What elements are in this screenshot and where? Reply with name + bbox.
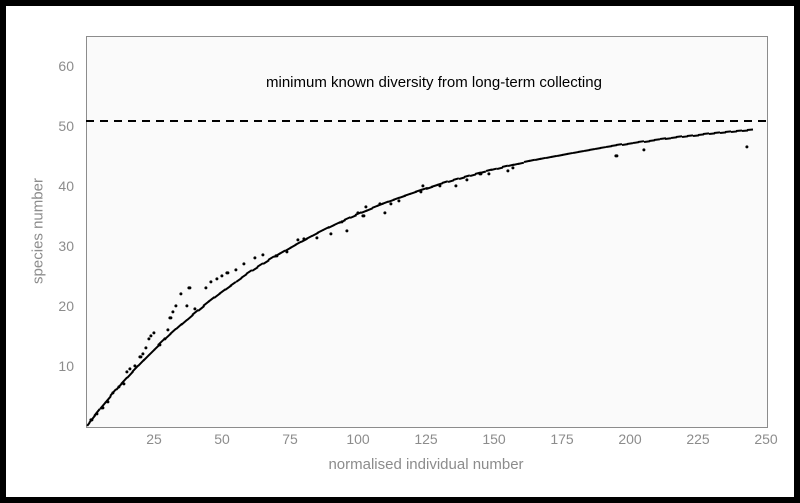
reference-line — [86, 120, 766, 122]
x-tick-label: 175 — [550, 431, 573, 447]
y-tick-label: 30 — [54, 238, 74, 254]
y-tick-label: 40 — [54, 178, 74, 194]
plot-panel — [86, 36, 768, 428]
x-tick-label: 50 — [214, 431, 230, 447]
chart-frame: minimum known diversity from long-term c… — [0, 0, 800, 503]
x-tick-label: 75 — [282, 431, 298, 447]
x-tick-label: 125 — [414, 431, 437, 447]
x-tick-label: 100 — [346, 431, 369, 447]
y-tick-label: 50 — [54, 118, 74, 134]
x-tick-label: 250 — [754, 431, 777, 447]
x-tick-label: 225 — [686, 431, 709, 447]
y-tick-label: 60 — [54, 58, 74, 74]
x-axis-label: normalised individual number — [328, 456, 523, 473]
y-tick-label: 20 — [54, 298, 74, 314]
x-tick-label: 200 — [618, 431, 641, 447]
y-axis-label: species number — [30, 178, 47, 284]
y-tick-label: 10 — [54, 358, 74, 374]
x-tick-label: 25 — [146, 431, 162, 447]
reference-annotation: minimum known diversity from long-term c… — [266, 74, 602, 91]
x-tick-label: 150 — [482, 431, 505, 447]
